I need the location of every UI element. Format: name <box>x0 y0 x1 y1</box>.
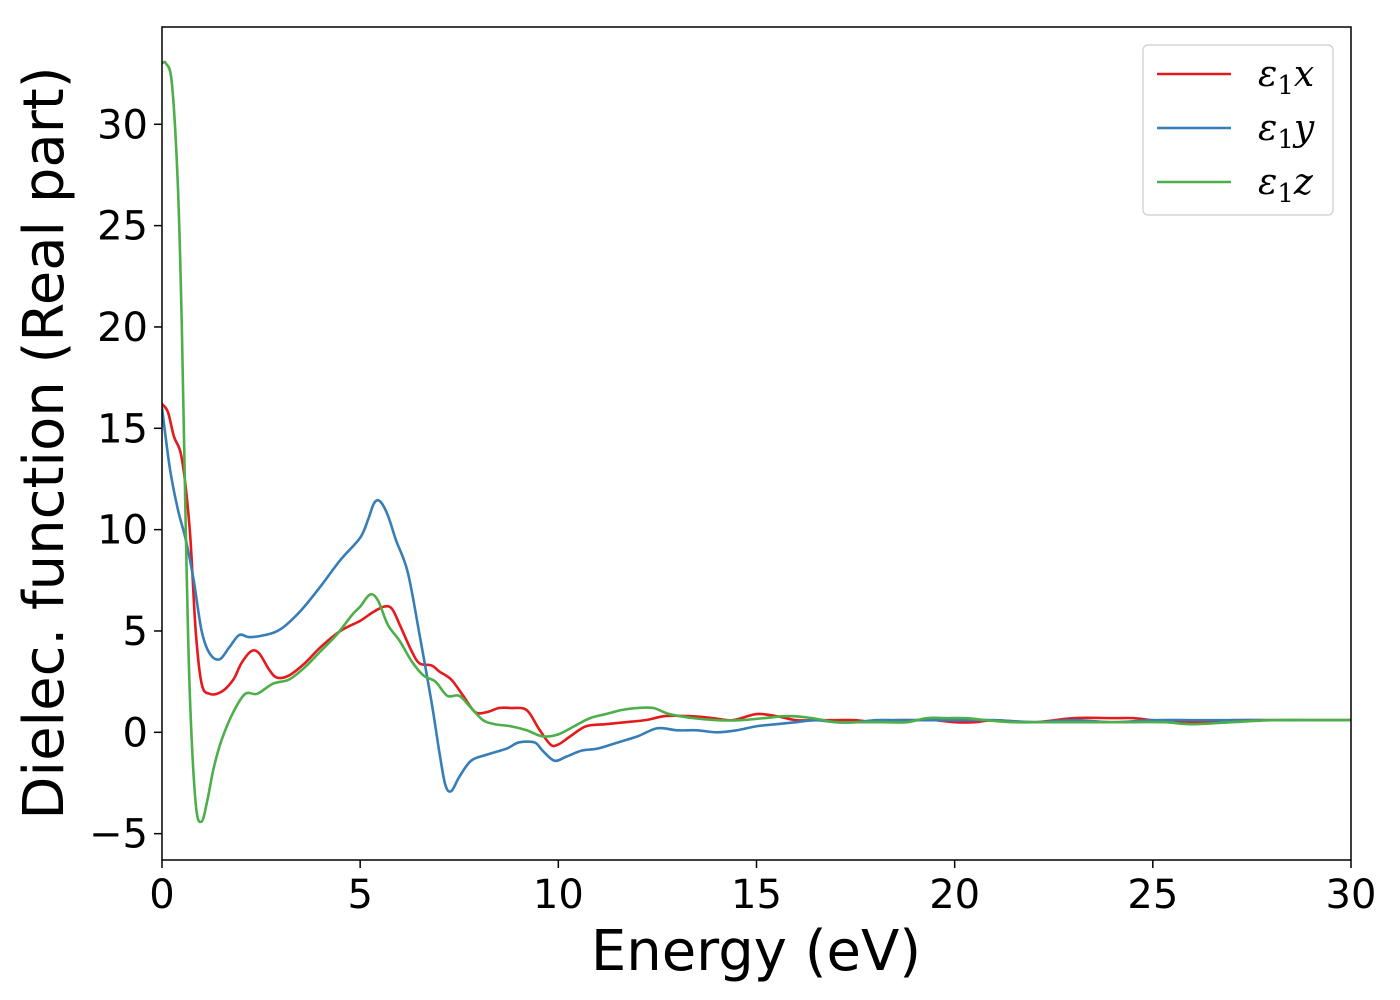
legend-label-y: ε1y <box>1258 108 1315 155</box>
legend-label-z: ε1z <box>1258 162 1314 209</box>
y-axis: −5 0 5 10 15 20 25 30 <box>89 102 162 858</box>
y-tick-label: 25 <box>97 204 148 250</box>
x-tick-label: 25 <box>1127 872 1178 918</box>
x-tick-label: 5 <box>347 872 372 918</box>
y-tick-label: 20 <box>97 305 148 351</box>
x-tick-label: 10 <box>533 872 584 918</box>
legend-box <box>1142 44 1334 216</box>
y-tick-label: 5 <box>123 609 148 655</box>
x-tick-label: 0 <box>149 872 174 918</box>
y-tick-label: 30 <box>97 102 148 148</box>
series-line-x <box>162 402 1351 748</box>
x-tick-label: 30 <box>1326 872 1377 918</box>
series-line-z <box>162 60 1351 824</box>
x-tick-label: 15 <box>731 872 782 918</box>
y-tick-label: 15 <box>97 406 148 452</box>
y-tick-label: −5 <box>89 812 148 858</box>
y-axis-title: Dielec. function (Real part) <box>12 66 77 819</box>
x-axis: 0 5 10 15 20 25 30 <box>149 860 1376 918</box>
y-tick-label: 10 <box>97 508 148 554</box>
series-line-y <box>162 406 1351 793</box>
y-tick-label: 0 <box>123 710 148 756</box>
series-layer <box>162 60 1351 824</box>
x-axis-title: Energy (eV) <box>591 919 921 984</box>
legend: ε1x ε1y ε1z <box>1142 44 1334 216</box>
x-tick-label: 20 <box>929 872 980 918</box>
legend-label-x: ε1x <box>1258 54 1314 101</box>
